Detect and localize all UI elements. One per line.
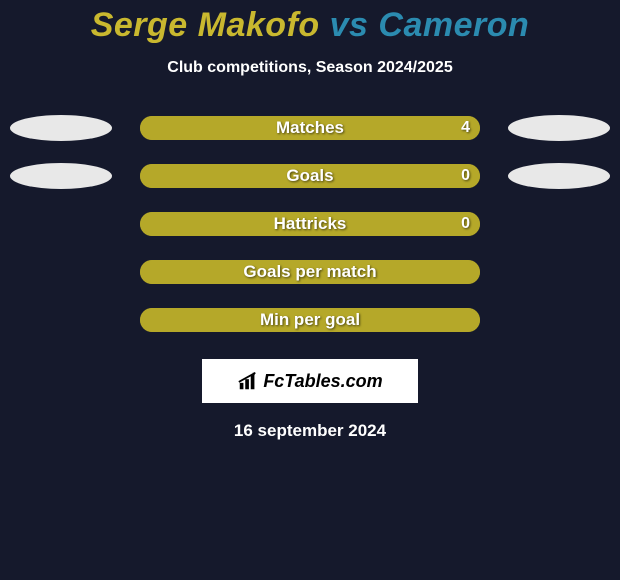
subtitle: Club competitions, Season 2024/2025 xyxy=(0,59,620,77)
decor-ellipse-left xyxy=(10,115,112,141)
stat-label: Goals per match xyxy=(140,262,480,282)
title-connector: vs xyxy=(330,6,369,44)
stat-value: 4 xyxy=(461,119,470,137)
stat-row: Matches4 xyxy=(0,115,620,141)
stat-bar: Goals0 xyxy=(140,164,480,188)
page-title: Serge Makofo vs Cameron xyxy=(0,0,620,45)
stat-bar: Min per goal xyxy=(140,308,480,332)
title-player2: Cameron xyxy=(378,6,529,44)
stat-label: Goals xyxy=(140,166,480,186)
stat-label: Min per goal xyxy=(140,310,480,330)
decor-ellipse-right xyxy=(508,115,610,141)
stat-rows: Matches4Goals0Hattricks0Goals per matchM… xyxy=(0,115,620,333)
stat-label: Matches xyxy=(140,118,480,138)
decor-ellipse-right xyxy=(508,163,610,189)
stat-bar: Goals per match xyxy=(140,260,480,284)
stat-bar: Matches4 xyxy=(140,116,480,140)
date-text: 16 september 2024 xyxy=(0,421,620,441)
logo-box: FcTables.com xyxy=(202,359,418,403)
logo: FcTables.com xyxy=(237,370,382,392)
stat-row: Goals per match xyxy=(0,259,620,285)
title-player1: Serge Makofo xyxy=(91,6,320,44)
comparison-infographic: Serge Makofo vs Cameron Club competition… xyxy=(0,0,620,580)
stat-label: Hattricks xyxy=(140,214,480,234)
stat-row: Min per goal xyxy=(0,307,620,333)
stat-row: Goals0 xyxy=(0,163,620,189)
stat-bar: Hattricks0 xyxy=(140,212,480,236)
stat-row: Hattricks0 xyxy=(0,211,620,237)
barchart-icon xyxy=(237,370,259,392)
decor-ellipse-left xyxy=(10,163,112,189)
logo-text: FcTables.com xyxy=(263,371,382,392)
stat-value: 0 xyxy=(461,215,470,233)
stat-value: 0 xyxy=(461,167,470,185)
